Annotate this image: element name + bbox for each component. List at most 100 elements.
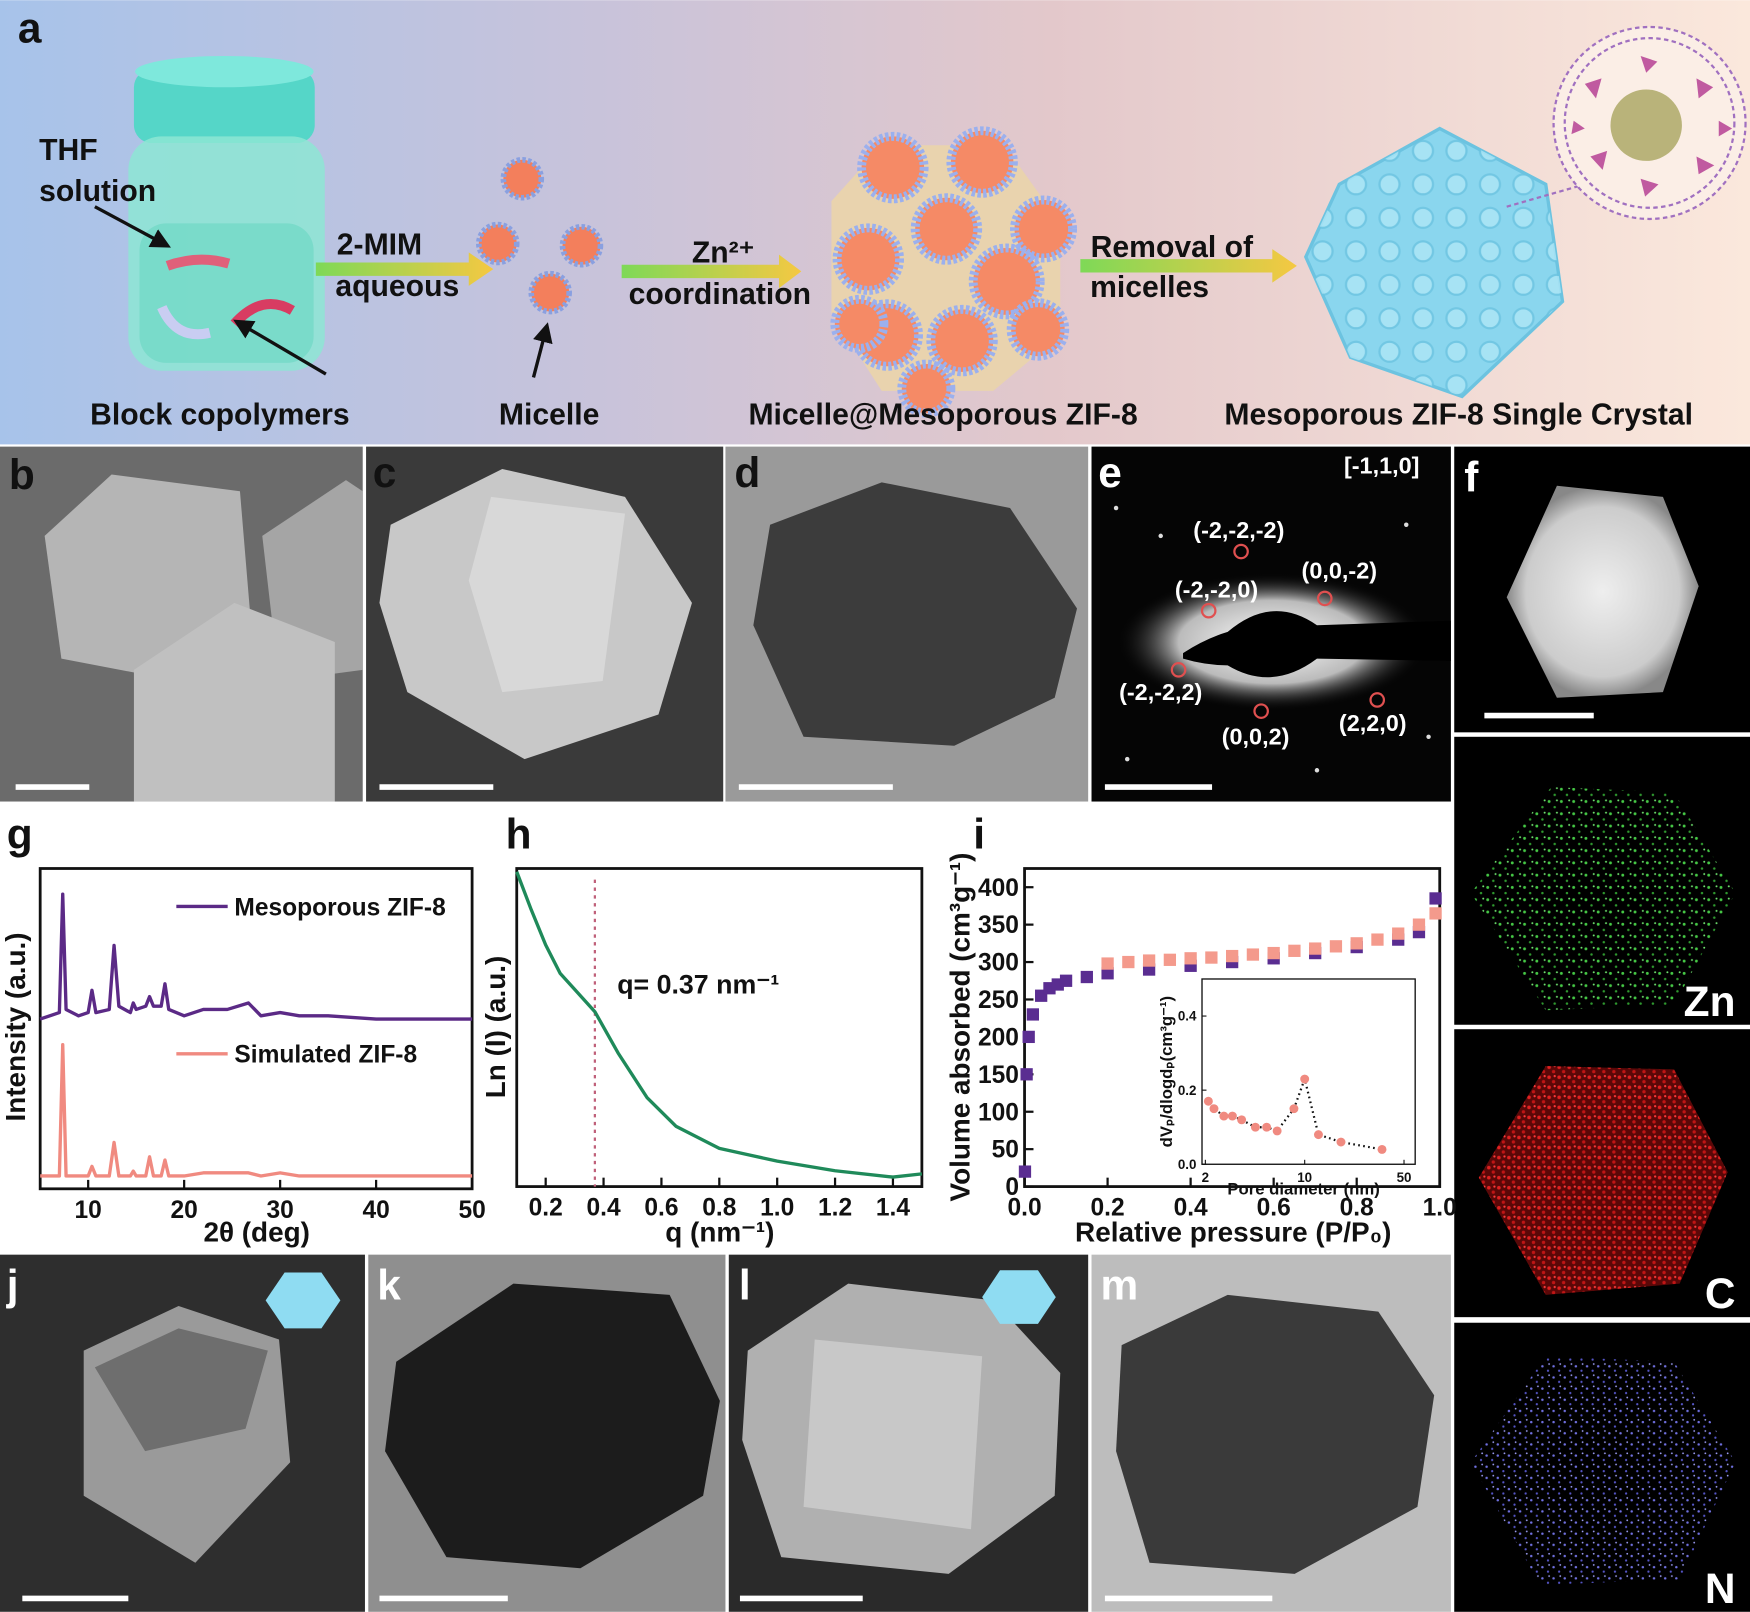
y-tick-label: 400 <box>978 875 1019 902</box>
schematic-label: Mesoporous ZIF-8 Single Crystal <box>1224 398 1693 431</box>
data-point <box>1018 1165 1032 1178</box>
data-point <box>1429 892 1442 905</box>
x-tick-label: 1.2 <box>818 1195 852 1222</box>
panel-label: l <box>739 1261 751 1308</box>
panel-label: f <box>1464 453 1479 500</box>
vial <box>128 56 325 371</box>
schematic-label: Micelle@Mesoporous ZIF-8 <box>748 398 1137 431</box>
x-tick-label: 1.0 <box>1423 1195 1457 1222</box>
data-point <box>1020 1068 1033 1081</box>
element-label: N <box>1705 1565 1736 1612</box>
panel-label: h <box>506 810 532 857</box>
plot-frame <box>1201 978 1416 1165</box>
plot-frame <box>515 867 924 1188</box>
x-tick-label: 30 <box>266 1197 293 1224</box>
spot-label: (-2,-2,-2) <box>1193 517 1284 543</box>
x-tick-label: 1.0 <box>760 1195 794 1222</box>
x-tick-label: 0.6 <box>1257 1195 1291 1222</box>
panel-label: j <box>6 1261 19 1308</box>
element-label: Zn <box>1684 978 1736 1025</box>
series-line <box>515 871 923 1179</box>
x-axis-label: 2θ (deg) <box>203 1216 310 1247</box>
sem-image <box>0 1254 365 1612</box>
panel-label: k <box>377 1261 401 1308</box>
x-tick-label: 1.4 <box>876 1195 910 1222</box>
x-tick-label: 0.2 <box>529 1195 563 1222</box>
schematic-label: aqueous <box>335 270 459 303</box>
y-tick-label: 50 <box>992 1137 1019 1164</box>
legend-label: Simulated ZIF-8 <box>234 1042 417 1069</box>
pointer-arrow <box>531 322 553 378</box>
data-point <box>1226 949 1239 963</box>
data-point <box>1237 1115 1247 1125</box>
eds-map <box>1454 1029 1750 1318</box>
micelle-zif-cluster <box>830 126 1078 418</box>
data-point <box>1392 927 1405 940</box>
y-axis-label: dVₚ/dlogdₚ(cm³g⁻¹) <box>1157 996 1176 1147</box>
data-point <box>1289 1104 1299 1114</box>
data-point <box>1329 940 1343 953</box>
y-tick-label: 0.4 <box>1178 1009 1197 1024</box>
data-point <box>1267 946 1280 960</box>
data-point <box>1377 1144 1387 1154</box>
element-label: C <box>1705 1270 1736 1317</box>
data-point <box>1429 907 1442 920</box>
plot-frame <box>1023 867 1442 1188</box>
haadf-image <box>1454 446 1750 733</box>
x-tick-label: 2 <box>1202 1170 1209 1185</box>
data-point <box>1350 937 1363 950</box>
data-point <box>1272 1126 1282 1136</box>
data-point <box>1219 1111 1229 1121</box>
schematic-label: coordination <box>629 278 811 311</box>
panel-label: m <box>1100 1261 1138 1308</box>
x-tick-label: 0.8 <box>1340 1195 1374 1222</box>
panel-label: i <box>973 810 985 857</box>
y-tick-label: 0.2 <box>1178 1083 1197 1098</box>
schematic-label: Zn²⁺ <box>692 236 755 269</box>
data-point <box>1209 1104 1219 1114</box>
process-arrow <box>1080 249 1297 283</box>
data-point <box>1227 1111 1237 1121</box>
y-tick-label: 150 <box>978 1062 1019 1089</box>
spot-label: (0,0,-2) <box>1302 557 1377 583</box>
sem-image <box>366 446 724 802</box>
data-point <box>1313 1130 1323 1140</box>
eds-map <box>1454 736 1750 1025</box>
x-tick-label: 50 <box>1397 1170 1412 1185</box>
x-tick-label: 0.0 <box>1007 1195 1041 1222</box>
x-tick-label: 0.8 <box>702 1195 736 1222</box>
y-tick-label: 0.0 <box>1178 1157 1197 1172</box>
pointer-arrow <box>233 319 327 376</box>
data-point <box>1250 1122 1260 1132</box>
plot-frame <box>38 867 474 1191</box>
spot-label: (-2,-2,0) <box>1175 576 1258 602</box>
x-tick-label: 40 <box>362 1197 389 1224</box>
process-arrow <box>315 252 494 286</box>
data-point <box>1184 952 1197 965</box>
schematic-label: solution <box>39 175 156 208</box>
spot-label: (-2,-2,2) <box>1119 679 1202 705</box>
panel-label: b <box>9 451 35 498</box>
panel-label: d <box>734 449 760 496</box>
schematic-label: Micelle <box>499 398 599 431</box>
annotation: q= 0.37 nm⁻¹ <box>617 969 779 999</box>
x-axis-label: Pore diameter (nm) <box>1227 1179 1380 1198</box>
x-tick-label: 50 <box>458 1197 485 1224</box>
data-point <box>1142 954 1156 967</box>
data-point <box>1300 1074 1310 1084</box>
x-tick-label: 0.2 <box>1091 1195 1125 1222</box>
x-tick-label: 10 <box>75 1197 102 1224</box>
data-point <box>1371 933 1384 946</box>
y-axis-label: Ln (I) (a.u.) <box>480 956 511 1099</box>
x-tick-label: 20 <box>170 1197 197 1224</box>
legend-label: Mesoporous ZIF-8 <box>234 894 445 921</box>
saed-pattern <box>1091 446 1451 802</box>
schematic-label: 2-MIM <box>337 229 422 262</box>
series-line <box>40 1043 473 1178</box>
spot-label: (0,0,2) <box>1222 724 1290 750</box>
series-line <box>39 892 473 1021</box>
schematic-label: Block copolymers <box>90 398 350 431</box>
data-point <box>1026 1008 1039 1021</box>
data-point <box>1246 948 1260 961</box>
